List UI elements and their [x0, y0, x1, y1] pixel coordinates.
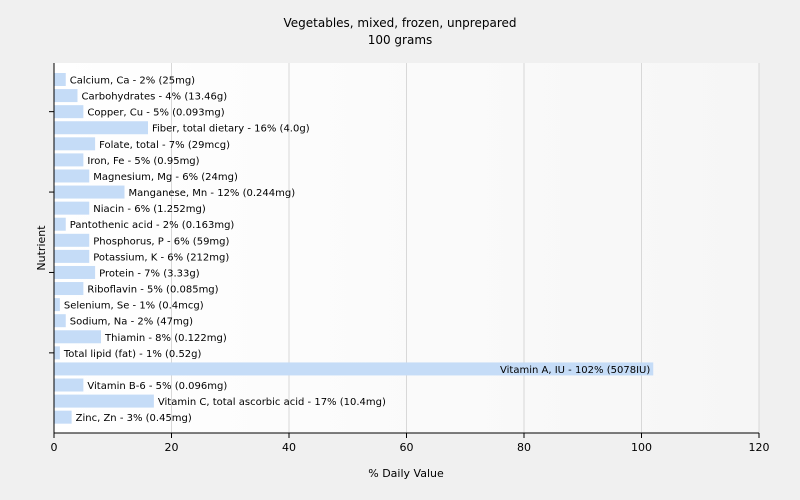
bar-label: Calcium, Ca - 2% (25mg) [70, 76, 195, 87]
bar-label: Selenium, Se - 1% (0.4mcg) [64, 301, 204, 312]
bar [54, 330, 101, 344]
x-tick-label: 0 [51, 441, 58, 454]
bar-label: Potassium, K - 6% (212mg) [93, 252, 229, 263]
bar-label: Vitamin B-6 - 5% (0.096mg) [87, 381, 227, 392]
chart-title: Vegetables, mixed, frozen, unprepared [284, 16, 517, 30]
bar [54, 121, 148, 135]
bar [54, 265, 96, 279]
bar-label: Thiamin - 8% (0.122mg) [104, 333, 227, 344]
bar [54, 410, 72, 424]
x-tick-labels: 0 20 40 60 80 100 120 [51, 441, 770, 454]
x-tick-label: 100 [631, 441, 652, 454]
bar-label: Total lipid (fat) - 1% (0.52g) [63, 349, 202, 360]
bar-label: Pantothenic acid - 2% (0.163mg) [70, 220, 235, 231]
y-axis-label: Nutrient [35, 225, 48, 271]
x-axis-label: % Daily Value [368, 467, 444, 480]
bars: Calcium, Ca - 2% (25mg) Carbohydrates - 4… [54, 73, 654, 424]
bar [54, 233, 90, 247]
x-tick-label: 20 [165, 441, 179, 454]
bar-label: Fiber, total dietary - 16% (4.0g) [152, 124, 310, 135]
bar [54, 298, 60, 312]
bar-label: Vitamin A, IU - 102% (5078IU) [500, 365, 650, 376]
bar [54, 137, 96, 151]
grid-lines [171, 63, 760, 433]
bar-label: Sodium, Na - 2% (47mg) [70, 317, 193, 328]
chart-subtitle: 100 grams [368, 33, 433, 47]
bar-label: Vitamin C, total ascorbic acid - 17% (10… [158, 397, 386, 408]
bar-label: Manganese, Mn - 12% (0.244mg) [129, 188, 296, 199]
x-tick-label: 60 [400, 441, 414, 454]
bar-label: Protein - 7% (3.33g) [99, 268, 200, 279]
bar-label: Iron, Fe - 5% (0.95mg) [87, 156, 199, 167]
x-tick-label: 120 [749, 441, 770, 454]
bar [54, 105, 84, 119]
bar [54, 249, 90, 263]
bar [54, 201, 90, 215]
bar [54, 217, 66, 231]
bar-label: Carbohydrates - 4% (13.46g) [82, 92, 228, 103]
bar-label: Folate, total - 7% (29mcg) [99, 140, 230, 151]
x-tick-label: 80 [517, 441, 531, 454]
bar [54, 169, 90, 183]
bar-label: Niacin - 6% (1.252mg) [93, 204, 206, 215]
axes [49, 63, 760, 438]
bar [54, 314, 66, 328]
bar [54, 89, 78, 103]
x-tick-label: 40 [282, 441, 296, 454]
bar [54, 346, 60, 360]
bar [54, 362, 654, 376]
bar-label: Riboflavin - 5% (0.085mg) [87, 285, 218, 296]
bar [54, 153, 84, 167]
bar [54, 394, 154, 408]
bar [54, 378, 84, 392]
bar-label: Phosphorus, P - 6% (59mg) [93, 236, 229, 247]
bar [54, 73, 66, 86]
bar-label: Magnesium, Mg - 6% (24mg) [93, 172, 238, 183]
bar [54, 282, 84, 296]
bar-label: Copper, Cu - 5% (0.093mg) [87, 108, 224, 119]
bar [54, 185, 125, 199]
bar-label: Zinc, Zn - 3% (0.45mg) [76, 413, 192, 424]
